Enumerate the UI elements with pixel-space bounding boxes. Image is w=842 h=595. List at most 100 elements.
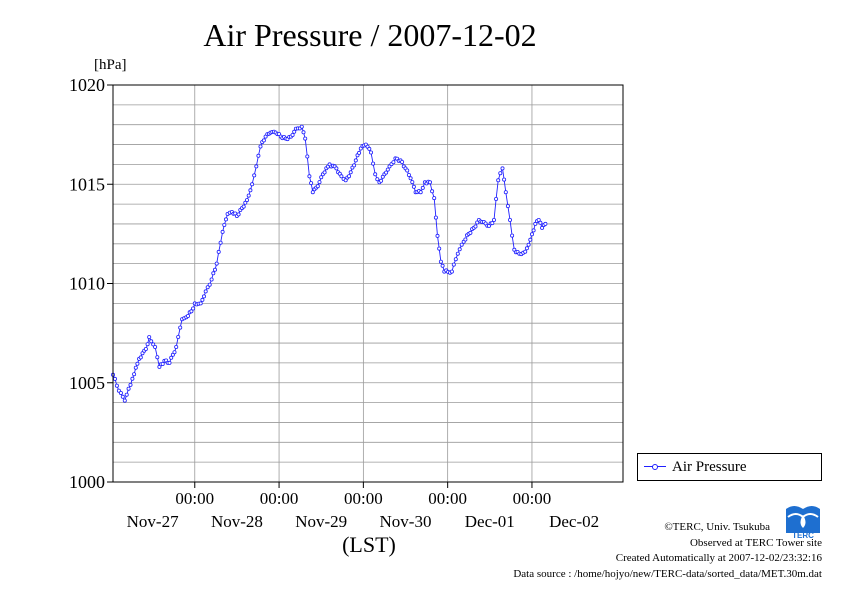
data-point: [113, 376, 118, 381]
data-point: [114, 383, 119, 388]
data-point: [299, 124, 304, 129]
data-point: [339, 174, 344, 179]
data-point: [438, 259, 443, 264]
data-point: [132, 372, 137, 377]
data-point: [258, 144, 263, 149]
data-point: [160, 361, 165, 366]
data-point: [250, 182, 255, 187]
data-point: [500, 166, 505, 171]
legend-marker: [652, 464, 658, 470]
data-point: [437, 246, 442, 251]
data-point: [301, 130, 306, 135]
data-point: [348, 170, 353, 175]
x-axis-title: (LST): [342, 532, 396, 557]
chart-title: Air Pressure / 2007-12-02: [203, 17, 536, 53]
data-point: [530, 232, 535, 237]
data-point: [533, 221, 538, 226]
legend: Air Pressure: [637, 453, 822, 481]
data-point: [468, 230, 473, 235]
y-tick-label: 1020: [69, 75, 105, 95]
data-point: [531, 228, 536, 233]
data-point: [290, 132, 295, 137]
data-point: [246, 193, 251, 198]
y-tick-label: 1015: [69, 174, 105, 194]
data-point: [198, 301, 203, 306]
data-point: [491, 217, 496, 222]
data-point: [205, 285, 210, 290]
data-point: [459, 242, 464, 247]
data-point: [191, 306, 196, 311]
data-point: [241, 204, 246, 209]
x-date-label: Nov-29: [295, 512, 347, 531]
data-point: [494, 196, 499, 201]
x-date-label: Nov-30: [380, 512, 432, 531]
data-point: [185, 313, 190, 318]
created-text: Created Automatically at 2007-12-02/23:3…: [615, 552, 822, 564]
data-point: [126, 386, 131, 391]
data-point: [292, 129, 297, 134]
data-point: [155, 355, 160, 360]
data-point: [147, 335, 152, 340]
data-point: [252, 173, 257, 178]
data-point: [216, 249, 221, 254]
data-point: [368, 150, 373, 155]
x-axis: 00:00 00:00 00:00 00:00 00:00 Nov-27 Nov-28 Nov…: [127, 482, 599, 531]
data-point: [222, 222, 227, 227]
svg-text:TERC: TERC: [792, 531, 814, 539]
x-date-label: Nov-27: [127, 512, 179, 531]
data-point: [503, 190, 508, 195]
observed-text: Observed at TERC Tower site: [689, 536, 822, 549]
data-point: [433, 215, 438, 220]
data-point: [244, 198, 249, 203]
data-point: [451, 262, 456, 267]
data-point: [256, 153, 261, 158]
data-point: [303, 136, 308, 141]
data-point: [498, 171, 503, 176]
data-point: [457, 247, 462, 252]
data-point: [507, 217, 512, 222]
x-date-label: Dec-01: [465, 512, 515, 531]
data-point: [400, 159, 405, 164]
data-point: [254, 164, 259, 169]
data-point: [357, 150, 362, 155]
data-point: [120, 394, 125, 399]
data-point: [410, 180, 415, 185]
data-point: [203, 289, 208, 294]
data-point: [430, 189, 435, 194]
data-point: [153, 344, 158, 349]
x-date-label: Dec-02: [549, 512, 599, 531]
x-time-label: 00:00: [428, 489, 467, 508]
data-point: [319, 175, 324, 180]
data-point: [322, 170, 327, 175]
data-point: [248, 188, 253, 193]
data-point: [143, 346, 148, 351]
data-point: [505, 204, 510, 209]
data-point: [220, 229, 225, 234]
data-point: [118, 390, 123, 395]
data-point: [453, 257, 458, 262]
data-point: [169, 355, 174, 360]
data-point: [174, 344, 179, 349]
data-point: [130, 376, 135, 381]
source-text: Data source : /home/hojyo/new/TERC-data/…: [513, 567, 822, 580]
data-point: [408, 176, 413, 181]
credits-block: ©TERC, Univ. Tsukuba Observed at TERC To…: [513, 520, 822, 582]
data-point: [178, 325, 183, 330]
data-point: [223, 217, 228, 222]
data-point: [305, 154, 310, 159]
x-time-label: 00:00: [260, 489, 299, 508]
data-point: [214, 261, 219, 266]
data-point: [427, 180, 432, 185]
data-point: [420, 185, 425, 190]
data-point: [334, 166, 339, 171]
x-date-label: Nov-28: [211, 512, 263, 531]
data-point: [135, 361, 140, 366]
data-point: [353, 158, 358, 163]
data-point: [200, 297, 205, 302]
legend-label: Air Pressure: [672, 459, 747, 475]
data-point: [373, 172, 378, 177]
data-point: [523, 249, 528, 254]
y-unit-label: [hPa]: [94, 57, 127, 73]
series-layer: [111, 124, 548, 403]
x-time-label: 00:00: [175, 489, 214, 508]
